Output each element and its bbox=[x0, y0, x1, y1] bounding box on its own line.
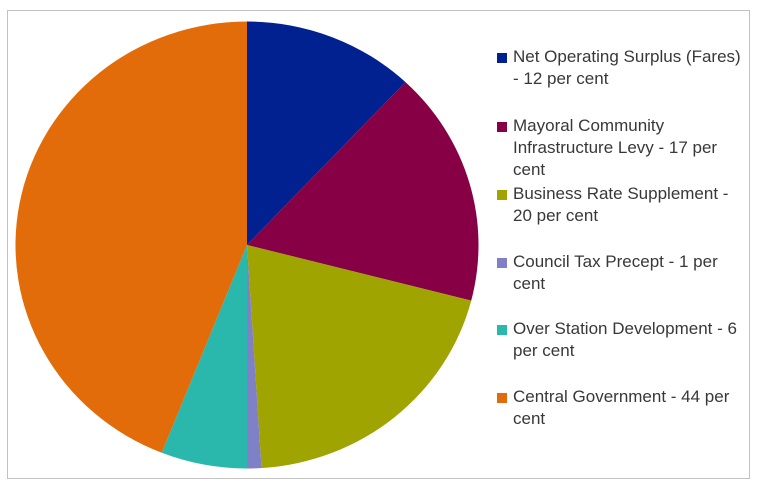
legend-item-council-tax-precept: Council Tax Precept - 1 per cent bbox=[497, 251, 747, 295]
legend-item-business-rate-supplement: Business Rate Supplement - 20 per cent bbox=[497, 183, 747, 227]
legend-label-over-station-development: Over Station Development - 6 per cent bbox=[513, 319, 737, 360]
pie-slice-council-tax-precept bbox=[247, 245, 262, 469]
pie-chart bbox=[15, 21, 479, 469]
legend-swatch-council-tax-precept bbox=[497, 258, 507, 268]
legend-swatch-business-rate-supplement bbox=[497, 190, 507, 200]
legend: Net Operating Surplus (Fares) - 12 per c… bbox=[497, 46, 749, 466]
chart-frame: Net Operating Surplus (Fares) - 12 per c… bbox=[7, 10, 750, 479]
legend-label-mayoral-community-infrastructure-levy: Mayoral Community Infrastructure Levy - … bbox=[513, 116, 718, 179]
legend-item-mayoral-community-infrastructure-levy: Mayoral Community Infrastructure Levy - … bbox=[497, 115, 747, 181]
pie-slice-central-government bbox=[15, 21, 247, 453]
legend-label-net-operating-surplus-fares: Net Operating Surplus (Fares) - 12 per c… bbox=[513, 47, 741, 88]
legend-label-business-rate-supplement: Business Rate Supplement - 20 per cent bbox=[513, 184, 729, 225]
legend-swatch-net-operating-surplus-fares bbox=[497, 53, 507, 63]
legend-item-net-operating-surplus-fares: Net Operating Surplus (Fares) - 12 per c… bbox=[497, 46, 747, 90]
pie-slice-business-rate-supplement bbox=[247, 245, 472, 469]
pie-slice-mayoral-community-infrastructure-levy bbox=[247, 82, 479, 301]
legend-swatch-mayoral-community-infrastructure-levy bbox=[497, 122, 507, 132]
legend-label-council-tax-precept: Council Tax Precept - 1 per cent bbox=[513, 252, 718, 293]
legend-item-over-station-development: Over Station Development - 6 per cent bbox=[497, 318, 747, 362]
legend-label-central-government: Central Government - 44 per cent bbox=[513, 387, 730, 428]
pie-slice-net-operating-surplus-fares bbox=[247, 21, 406, 245]
legend-swatch-over-station-development bbox=[497, 325, 507, 335]
legend-swatch-central-government bbox=[497, 393, 507, 403]
pie-slice-over-station-development bbox=[161, 245, 247, 469]
legend-item-central-government: Central Government - 44 per cent bbox=[497, 386, 747, 430]
